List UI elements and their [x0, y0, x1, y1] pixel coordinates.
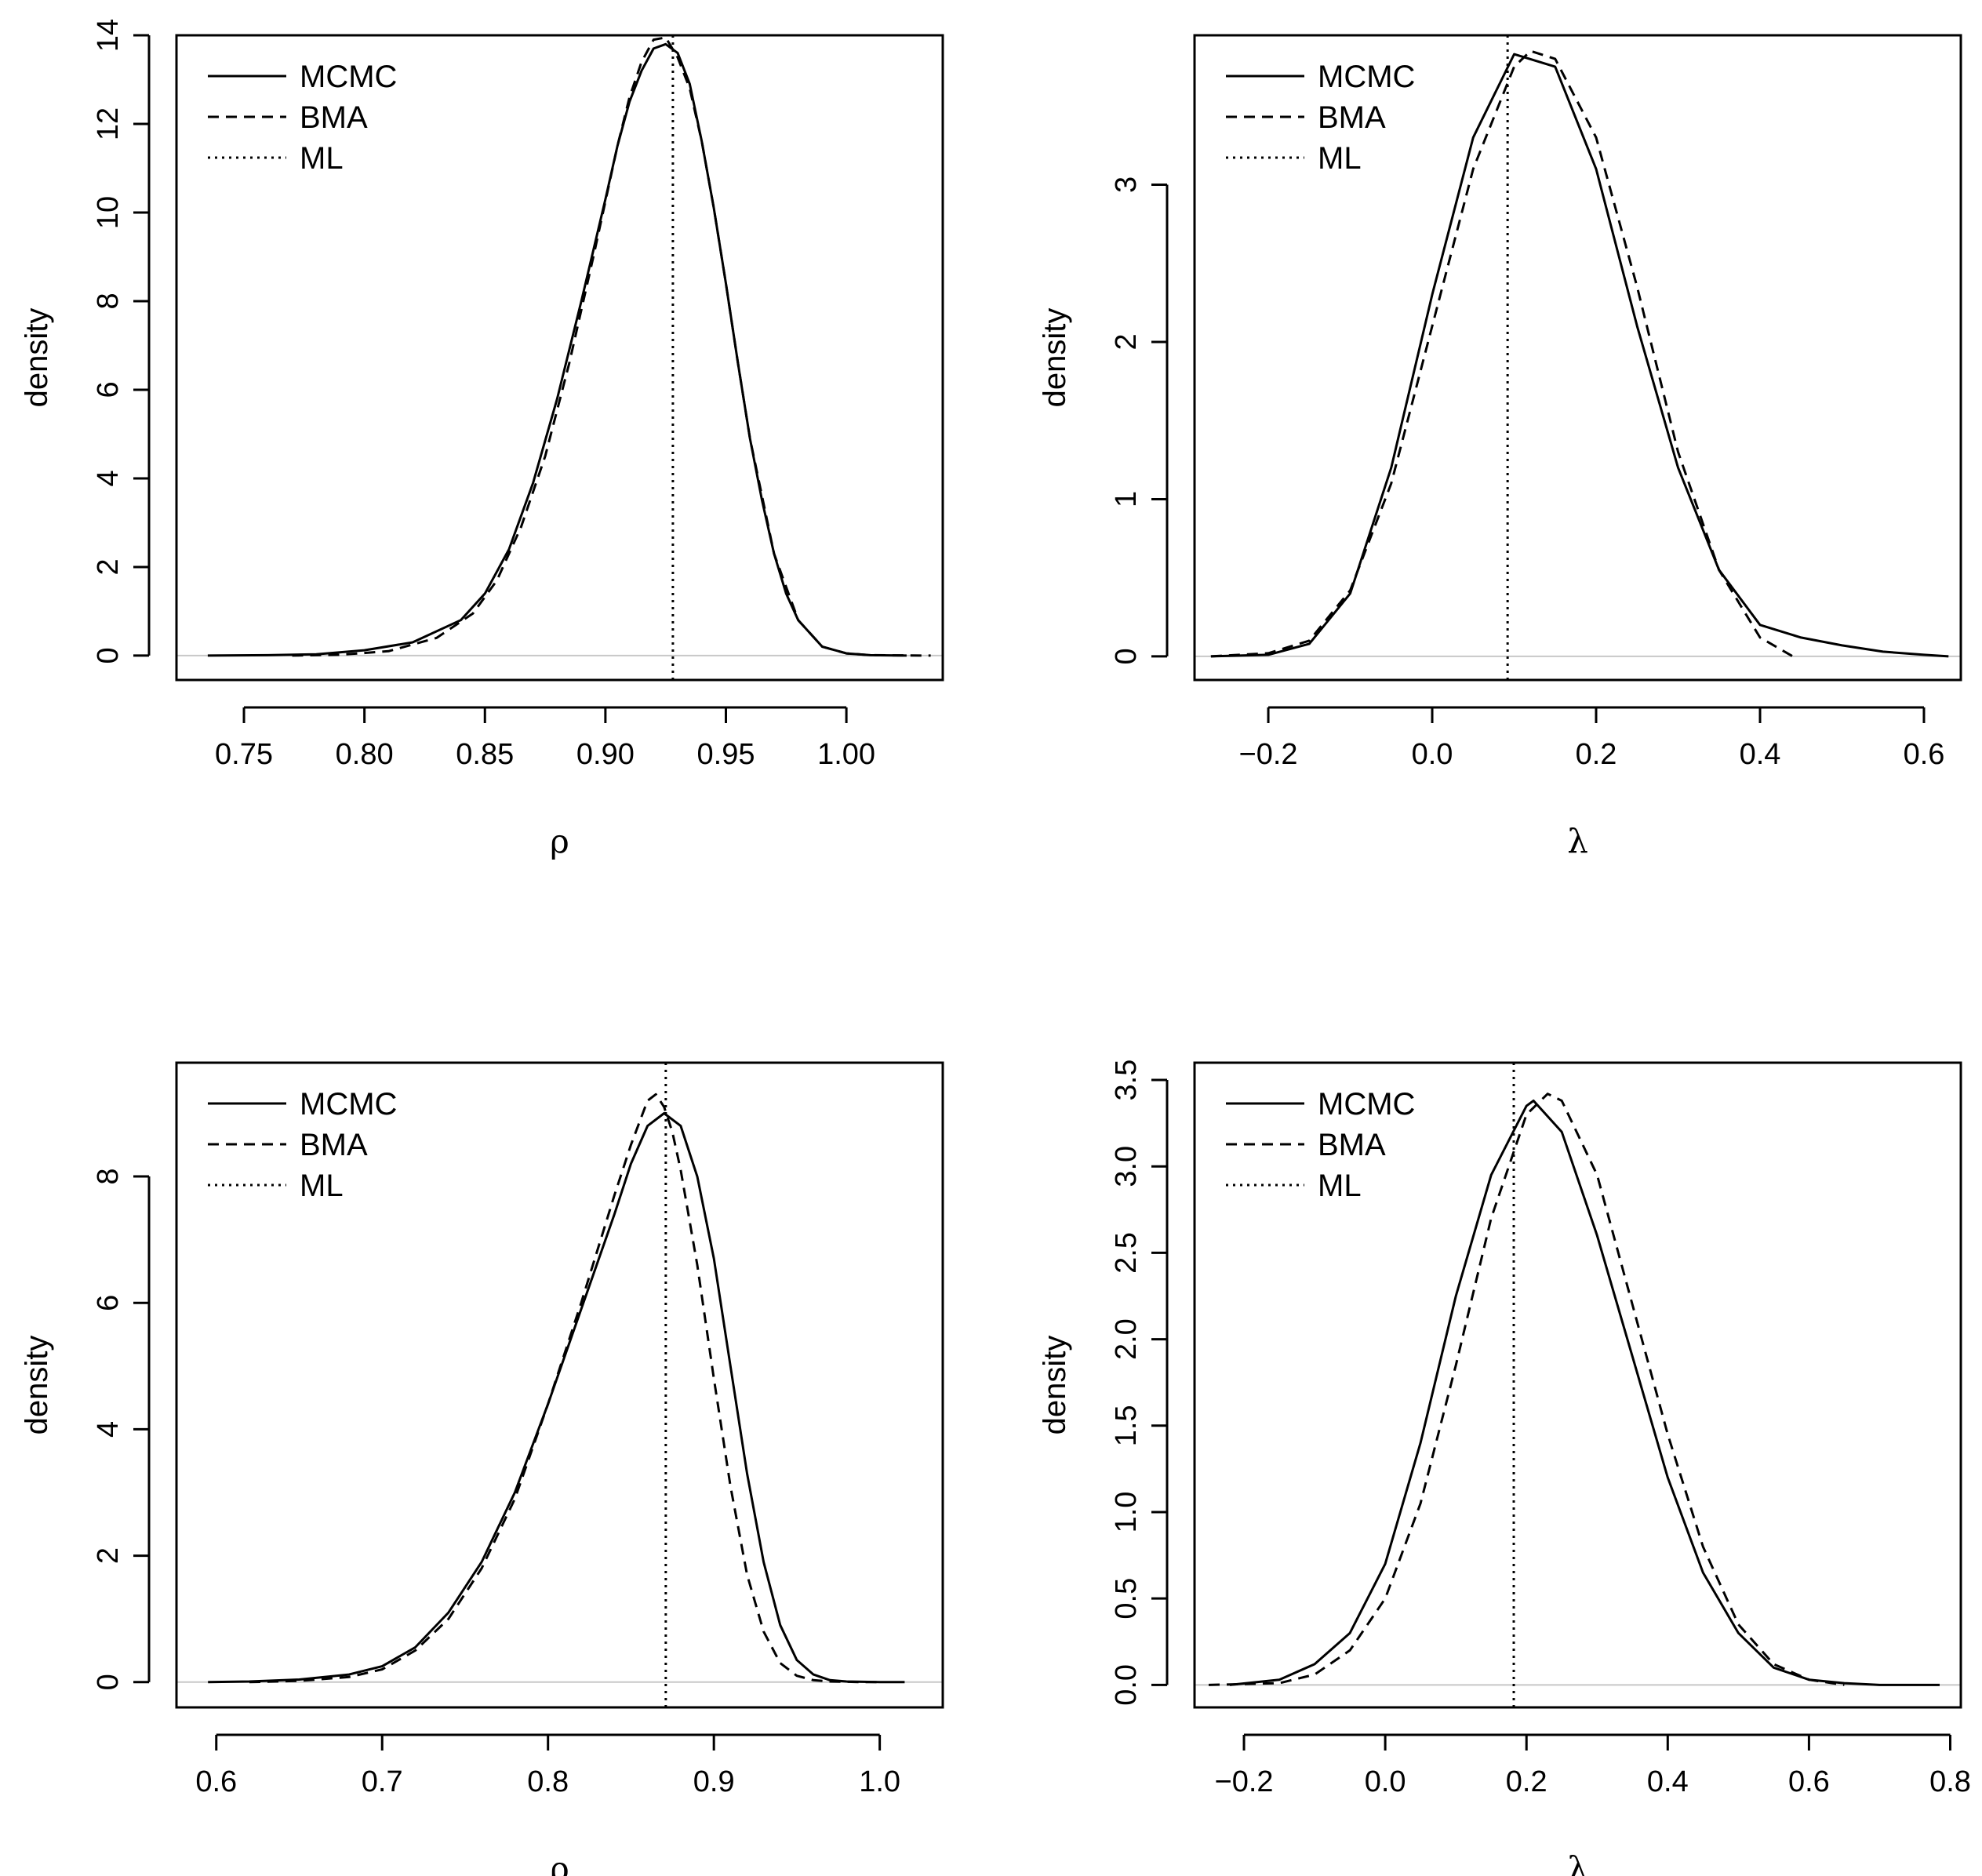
y-tick-label: 0: [1110, 648, 1143, 664]
y-tick-label: 10: [92, 196, 125, 229]
x-axis-title: ρ: [550, 1849, 569, 1876]
panel-rho-bottom: 0.6 0.7 0.8 0.9 1.0 ρ 0 2 4 6 8 density MCMC BMA ML: [20, 1061, 944, 1876]
x-axis: 0.6 0.7 0.8 0.9 1.0: [195, 1733, 900, 1798]
x-tick-label: 0.8: [527, 1765, 569, 1798]
legend-label-bma: BMA: [1318, 1128, 1386, 1162]
y-tick-label: 8: [92, 293, 125, 309]
x-tick-label: 0.8: [1929, 1765, 1971, 1798]
legend: MCMC BMA ML: [208, 60, 397, 176]
y-axis-title: density: [1038, 1336, 1072, 1435]
x-tick-label: 0.6: [1788, 1765, 1830, 1798]
series-line-mcmc: [208, 1112, 905, 1684]
series-line-mcmc: [207, 42, 907, 657]
y-tick-label: 2: [92, 1547, 125, 1564]
legend-label-ml: ML: [300, 141, 344, 176]
plot-frame: [1193, 1061, 1962, 1709]
series-line-mcmc: [1210, 53, 1949, 658]
legend-label-ml: ML: [300, 1169, 344, 1203]
x-tick-label: −0.2: [1215, 1765, 1274, 1798]
legend-label-ml: ML: [1318, 1169, 1362, 1203]
x-tick-label: 0.0: [1412, 738, 1453, 771]
x-tick-label: 0.85: [456, 738, 514, 771]
x-axis: −0.2 0.0 0.2 0.4 0.6 0.8: [1215, 1733, 1971, 1798]
x-tick-label: 0.7: [362, 1765, 403, 1798]
legend: MCMC BMA ML: [1226, 1087, 1415, 1203]
legend-label-mcmc: MCMC: [300, 1087, 397, 1122]
y-tick-label: 2.0: [1110, 1318, 1143, 1360]
y-axis-title: density: [1038, 308, 1072, 408]
y-tick-label: 0.0: [1110, 1664, 1143, 1706]
legend: MCMC BMA ML: [208, 1087, 397, 1203]
y-tick-label: 1: [1110, 491, 1143, 507]
legend-label-mcmc: MCMC: [300, 60, 397, 94]
y-axis-title: density: [20, 1336, 54, 1435]
series-line-bma: [1208, 1093, 1845, 1686]
x-tick-label: 1.00: [817, 738, 875, 771]
x-tick-label: 0.0: [1365, 1765, 1406, 1798]
y-tick-label: 0: [92, 647, 125, 664]
x-axis-title: λ: [1567, 1849, 1588, 1876]
y-tick-label: 4: [92, 1421, 125, 1438]
y-tick-label: 2: [1110, 333, 1143, 350]
x-axis-title: λ: [1567, 822, 1588, 860]
x-tick-label: 0.6: [1904, 738, 1945, 771]
x-tick-label: −0.2: [1239, 738, 1298, 771]
legend-label-ml: ML: [1318, 141, 1362, 176]
x-axis: 0.75 0.80 0.85 0.90 0.95 1.00: [215, 706, 875, 771]
panel-lambda-bottom: −0.2 0.0 0.2 0.4 0.6 0.8 λ 0.0 0.5 1.0 1.5 2.0 2.5 3.…: [1038, 1060, 1971, 1876]
y-tick-label: 8: [92, 1168, 125, 1184]
x-tick-label: 0.90: [576, 738, 635, 771]
x-tick-label: 0.2: [1576, 738, 1617, 771]
x-tick-label: 0.4: [1740, 738, 1781, 771]
y-tick-label: 0.5: [1110, 1578, 1143, 1620]
y-tick-label: 12: [92, 107, 125, 140]
y-tick-label: 6: [92, 381, 125, 398]
plot-frame: [175, 34, 944, 682]
y-tick-label: 1.5: [1110, 1405, 1143, 1446]
x-tick-label: 0.95: [697, 738, 755, 771]
legend-label-mcmc: MCMC: [1318, 60, 1415, 94]
y-tick-label: 3.0: [1110, 1146, 1143, 1187]
series-line-bma: [249, 1093, 880, 1684]
y-axis: 0 2 4 6 8 10 12 14: [92, 19, 151, 664]
x-tick-label: 0.6: [195, 1765, 237, 1798]
plot-frame: [1193, 34, 1962, 682]
y-tick-label: 3.5: [1110, 1060, 1143, 1101]
y-tick-label: 3: [1110, 176, 1143, 193]
x-tick-label: 0.2: [1506, 1765, 1547, 1798]
y-tick-label: 4: [92, 470, 125, 486]
y-tick-label: 14: [92, 19, 125, 52]
series-line-bma: [1210, 49, 1794, 658]
y-axis: 0 2 4 6 8: [92, 1168, 151, 1690]
legend-label-bma: BMA: [1318, 100, 1386, 135]
y-tick-label: 0: [92, 1674, 125, 1690]
y-axis: 0 1 2 3: [1110, 176, 1169, 664]
series-line-bma: [292, 36, 931, 657]
y-axis-title: density: [20, 308, 54, 408]
x-tick-label: 1.0: [859, 1765, 900, 1798]
x-tick-label: 0.4: [1647, 1765, 1689, 1798]
legend: MCMC BMA ML: [1226, 60, 1415, 176]
legend-label-bma: BMA: [300, 1128, 368, 1162]
x-tick-label: 0.80: [336, 738, 394, 771]
plot-frame: [175, 1061, 944, 1709]
panel-rho-top: 0.75 0.80 0.85 0.90 0.95 1.00 ρ 0 2 4 6 8 10 12 14 dens…: [20, 19, 944, 860]
y-tick-label: 6: [92, 1295, 125, 1311]
y-axis: 0.0 0.5 1.0 1.5 2.0 2.5 3.0 3.5: [1110, 1060, 1169, 1706]
x-tick-label: 0.75: [215, 738, 273, 771]
y-tick-label: 1.0: [1110, 1492, 1143, 1533]
legend-label-mcmc: MCMC: [1318, 1087, 1415, 1122]
x-tick-label: 0.9: [693, 1765, 735, 1798]
panel-lambda-top: −0.2 0.0 0.2 0.4 0.6 λ 0 1 2 3 density MCMC BMA ML: [1038, 34, 1962, 860]
x-axis: −0.2 0.0 0.2 0.4 0.6: [1239, 706, 1945, 771]
legend-label-bma: BMA: [300, 100, 368, 135]
x-axis-title: ρ: [550, 822, 569, 860]
y-tick-label: 2: [92, 558, 125, 575]
y-tick-label: 2.5: [1110, 1232, 1143, 1274]
